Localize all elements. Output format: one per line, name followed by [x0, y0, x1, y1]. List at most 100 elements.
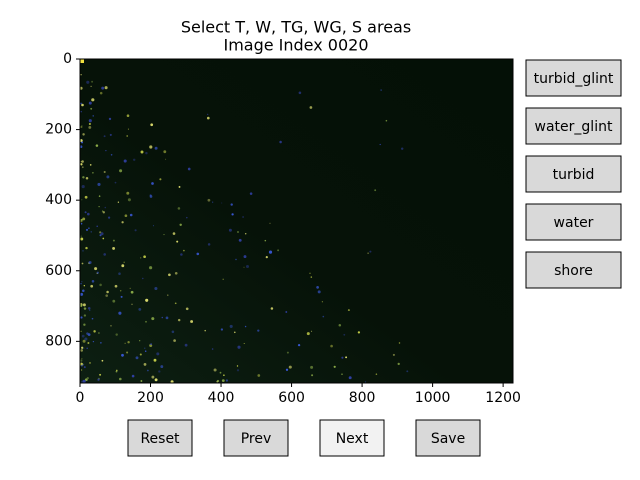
image-speckle: [151, 317, 155, 321]
image-speckle: [138, 307, 142, 311]
image-speckle: [80, 359, 83, 362]
image-speckle: [400, 147, 404, 150]
image-speckle: [229, 324, 233, 328]
image-speckle: [231, 213, 234, 216]
image-speckle: [298, 91, 302, 95]
button-label: water_glint: [535, 119, 613, 135]
image-speckle: [82, 250, 84, 252]
image-speckle: [99, 231, 102, 234]
image-speckle: [333, 365, 336, 368]
image-speckle: [242, 216, 245, 218]
image-speckle: [112, 246, 116, 250]
button-label: Save: [431, 431, 465, 447]
image-speckle: [88, 101, 92, 105]
image-speckle: [80, 73, 82, 76]
image-speckle: [152, 225, 154, 227]
image-speckle: [112, 299, 116, 303]
image-speckle: [103, 135, 106, 138]
image-speckle: [145, 298, 149, 302]
button-label: Next: [336, 431, 369, 447]
image-speckle: [135, 356, 139, 360]
image-speckle: [105, 149, 107, 152]
image-speckle: [398, 342, 401, 344]
image-background: [80, 59, 513, 383]
image-speckle: [99, 234, 102, 237]
image-speckle: [80, 292, 84, 296]
image-speckle: [120, 295, 123, 298]
image-speckle: [149, 266, 153, 270]
image-speckle: [86, 212, 90, 216]
button[interactable]: water_glint: [525, 107, 622, 145]
x-tick-label: 600: [278, 390, 305, 406]
image-speckle: [222, 278, 224, 281]
image-speckle: [81, 364, 83, 367]
button[interactable]: turbid_glint: [525, 59, 622, 97]
image-speckle: [93, 330, 96, 333]
image-speckle: [134, 229, 137, 232]
image-speckle: [90, 231, 92, 233]
image-speckle: [140, 150, 144, 154]
image-speckle: [127, 341, 130, 344]
image-speckle: [167, 294, 169, 296]
image-speckle: [207, 243, 211, 246]
image-speckle: [379, 143, 381, 146]
image-speckle: [216, 379, 220, 383]
image-speckle: [94, 267, 98, 271]
image-speckle: [79, 362, 83, 365]
image-speckle: [158, 370, 161, 373]
image-speckle: [187, 167, 191, 171]
image-speckle: [153, 358, 157, 362]
image-speckle: [311, 374, 314, 377]
y-tick-label: 600: [45, 263, 72, 279]
image-speckle: [115, 333, 118, 336]
image-speckle: [90, 284, 94, 288]
image-speckle: [102, 211, 105, 214]
button-face: [525, 59, 622, 97]
image-speckle: [237, 231, 239, 233]
button[interactable]: water: [525, 203, 622, 241]
image-speckle: [86, 376, 89, 380]
image-speckle: [104, 206, 107, 209]
image-speckle: [108, 117, 112, 121]
image-speckle: [220, 328, 224, 331]
button[interactable]: turbid: [525, 155, 622, 193]
image-speckle: [317, 290, 321, 294]
image-speckle: [269, 222, 271, 224]
image-speckle: [165, 316, 169, 320]
image-speckle: [80, 316, 83, 319]
button[interactable]: Reset: [127, 419, 193, 457]
button-face: [525, 155, 622, 193]
image-speckle: [86, 80, 90, 84]
image-speckle: [90, 85, 92, 88]
image-speckle: [380, 89, 382, 91]
image-speckle: [154, 378, 158, 382]
image-speckle: [140, 380, 143, 382]
image-speckle: [172, 232, 176, 235]
image-speckle: [88, 227, 90, 229]
image-speckle: [288, 365, 292, 369]
image-speckle: [100, 342, 102, 344]
image-speckle: [92, 115, 94, 117]
button-face: [525, 107, 622, 145]
image-speckle: [139, 340, 141, 342]
image-speckle: [309, 106, 313, 109]
image-speckle: [145, 151, 148, 155]
image-speckle: [343, 333, 346, 336]
button-label: shore: [554, 263, 593, 279]
image-speckle: [369, 250, 372, 253]
image-speckle: [156, 352, 160, 356]
image-speckle: [119, 290, 122, 292]
image-speckle: [92, 340, 95, 343]
button[interactable]: Save: [415, 419, 481, 457]
image-speckle: [132, 158, 136, 162]
axes-frame: [79, 58, 514, 384]
button[interactable]: shore: [525, 251, 622, 289]
image-speckle: [144, 350, 147, 352]
button[interactable]: Prev: [223, 419, 289, 457]
image-speckle: [204, 329, 206, 332]
image-speckle: [244, 325, 247, 328]
image-speckle: [285, 368, 289, 371]
image-speckle: [185, 307, 189, 311]
image-speckle: [311, 330, 313, 332]
button[interactable]: Next: [319, 419, 385, 457]
